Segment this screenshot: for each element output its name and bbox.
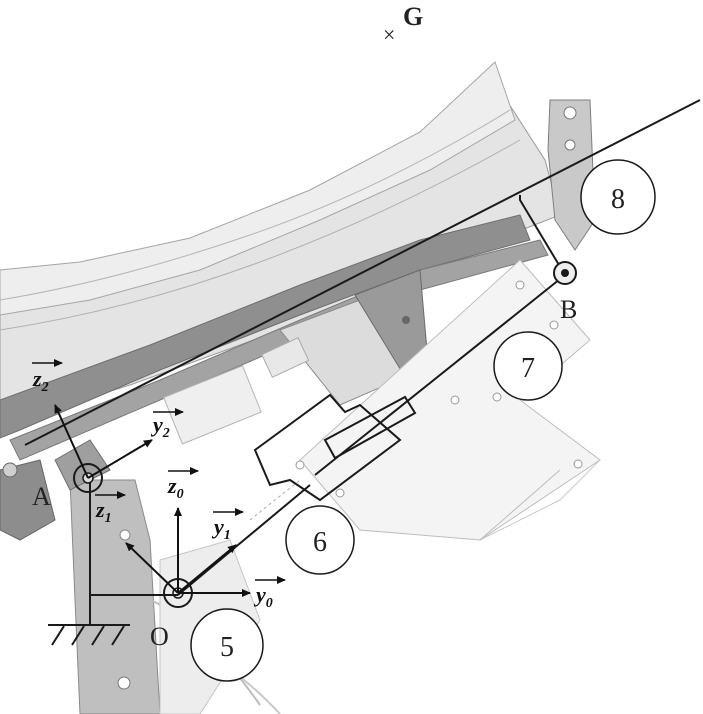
- svg-text:z2: z2: [32, 366, 49, 395]
- svg-text:6: 6: [313, 527, 327, 558]
- kinematic-schematic: [24, 99, 701, 646]
- label-A: A: [32, 482, 51, 511]
- label-y0: y0: [253, 576, 286, 611]
- frame-axes: [54, 404, 251, 597]
- svg-text:z1: z1: [95, 497, 112, 526]
- callouts: 5 6 7 8: [190, 159, 656, 682]
- point-labels: × G A B O: [32, 2, 577, 651]
- label-B: B: [560, 295, 577, 324]
- callout-8: 8: [580, 159, 656, 235]
- label-O: O: [150, 622, 169, 651]
- label-y2: y2: [150, 408, 184, 441]
- svg-text:y0: y0: [253, 582, 273, 611]
- callout-6: 6: [285, 505, 355, 575]
- axis-y2-arrow: [87, 439, 153, 479]
- lower-post: [69, 479, 161, 714]
- svg-text:y1: y1: [211, 514, 231, 543]
- right-plate: [299, 259, 601, 541]
- axis-z2-arrow: [54, 404, 89, 479]
- svg-text:7: 7: [521, 353, 535, 384]
- actuator-rod: [177, 484, 311, 596]
- svg-text:5: 5: [220, 632, 234, 663]
- link-cylinder-B: [314, 274, 566, 476]
- callout-5: 5: [190, 608, 264, 682]
- joint-B: [553, 261, 577, 285]
- label-z1: z1: [95, 491, 126, 526]
- actuator-cylinder: [253, 393, 402, 502]
- svg-text:z0: z0: [167, 473, 184, 502]
- svg-text:8: 8: [611, 184, 625, 215]
- label-z2: z2: [32, 359, 63, 395]
- link-line-top: [24, 99, 701, 446]
- top-right-bracket: [547, 99, 596, 251]
- callout-7: 7: [493, 331, 563, 401]
- cad-rendering: [0, 61, 601, 714]
- actuator-inner-rod: [323, 395, 417, 460]
- cross-marker-G: ×: [383, 22, 395, 47]
- seat-cushion-top: [0, 61, 516, 316]
- ground-symbol: [48, 595, 130, 646]
- label-G: G: [403, 2, 423, 31]
- link-B-rail: [519, 195, 566, 276]
- axis-z1-arrow: [125, 542, 179, 594]
- seat-rail: [0, 214, 531, 439]
- axis-y1-arrow: [177, 544, 237, 594]
- axis-labels: z2 y2 z1 z0 y1 y0: [32, 359, 286, 611]
- label-z0: z0: [167, 467, 199, 502]
- svg-text:y2: y2: [150, 412, 170, 441]
- label-y1: y1: [211, 508, 244, 543]
